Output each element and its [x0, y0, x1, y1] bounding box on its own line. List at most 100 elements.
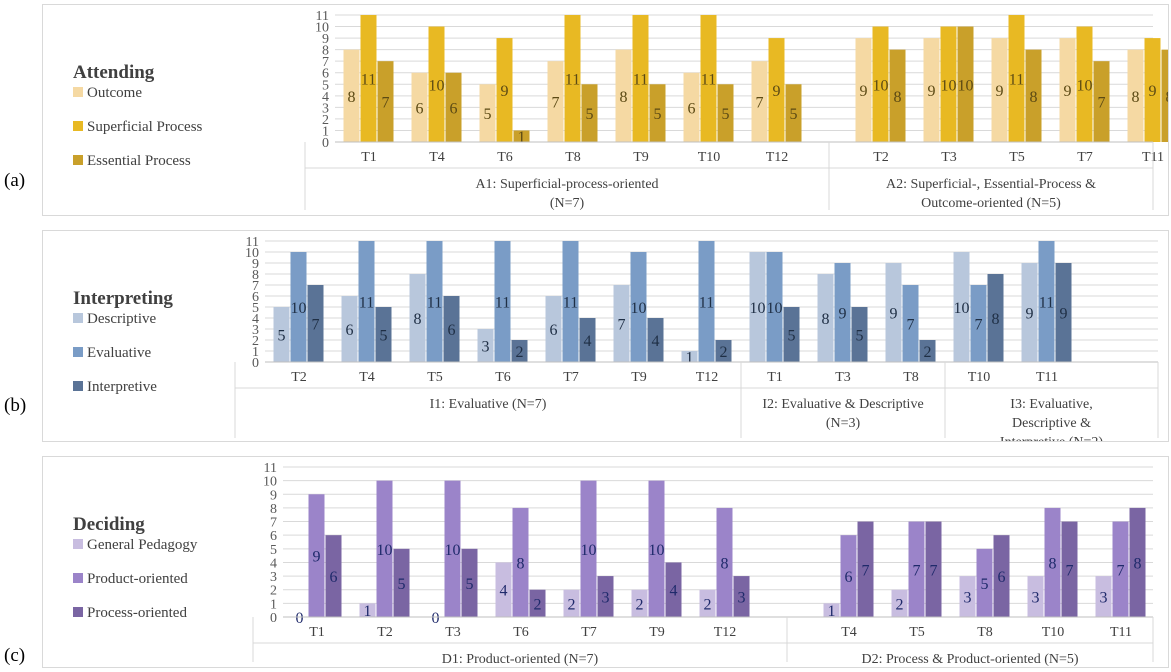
legend-swatch [73, 607, 83, 617]
y-tick-label: 4 [322, 90, 329, 105]
x-category-label: T4 [429, 150, 445, 165]
bar-value-label: 7 [913, 562, 921, 579]
group-sublabel: Interpretive (N=2) [1000, 435, 1103, 441]
bar [580, 480, 597, 617]
bar-value-label: 6 [550, 322, 558, 339]
bar-value-label: 8 [1132, 89, 1140, 106]
bar [597, 576, 614, 617]
chart-title: Deciding [73, 514, 145, 535]
y-tick-label: 8 [252, 268, 259, 283]
bar-value-label: 7 [312, 317, 320, 334]
bar-value-label: 1 [518, 129, 526, 146]
y-tick-label: 8 [270, 502, 277, 517]
panel-label-a: (a) [4, 170, 26, 191]
legend-entry: General Pedagogy [87, 537, 198, 553]
x-category-label: T2 [377, 625, 393, 640]
x-category-label: T6 [513, 625, 529, 640]
bar-value-label: 9 [839, 306, 847, 323]
x-category-label: T12 [714, 625, 737, 640]
bar-value-label: 5 [586, 106, 594, 123]
bar [1055, 263, 1072, 362]
legend-swatch [73, 121, 83, 131]
x-category-label: T12 [766, 150, 789, 165]
bar [1044, 507, 1061, 617]
bar [919, 340, 936, 362]
group-sublabel: Descriptive & [1012, 416, 1091, 431]
bar [733, 576, 750, 617]
interpreting-chart: 01234567891011InterpretingDescriptiveEva… [73, 235, 1159, 450]
x-category-label: T7 [1077, 150, 1093, 165]
bar-value-label: 6 [450, 100, 458, 117]
bar-value-label: 8 [517, 555, 525, 572]
bar-value-label: 3 [1032, 590, 1040, 607]
bar-value-label: 6 [346, 322, 354, 339]
bar-value-label: 9 [1149, 83, 1157, 100]
y-tick-label: 2 [270, 584, 277, 599]
bar [889, 49, 906, 142]
x-category-label: T2 [873, 150, 889, 165]
bar [925, 521, 942, 617]
x-category-label: T9 [649, 625, 665, 640]
y-tick-label: 4 [252, 312, 259, 327]
bar [579, 318, 596, 362]
bar-value-label: 7 [1098, 95, 1106, 112]
x-category-label: T7 [563, 370, 579, 385]
bar [409, 274, 426, 362]
chart-title: Attending [73, 62, 155, 83]
bar-value-label: 10 [958, 77, 974, 94]
x-category-label: T8 [903, 370, 919, 385]
bar [1161, 49, 1171, 142]
bar [851, 307, 868, 362]
bar-value-label: 2 [516, 344, 524, 361]
y-tick-label: 3 [252, 323, 259, 338]
bar-value-label: 11 [701, 72, 716, 89]
bar-value-label: 8 [1030, 89, 1038, 106]
y-tick-label: 7 [322, 55, 329, 70]
x-category-label: T10 [968, 370, 991, 385]
bar [563, 589, 580, 617]
bar-value-label: 9 [1026, 306, 1034, 323]
bar-value-label: 3 [738, 590, 746, 607]
bar [698, 241, 715, 362]
bar [358, 241, 375, 362]
bar-value-label: 6 [416, 100, 424, 117]
bar-value-label: 1 [364, 603, 372, 620]
bar [307, 285, 324, 362]
bar [647, 318, 664, 362]
bar [545, 296, 562, 362]
y-tick-label: 5 [270, 543, 277, 558]
group-label: I3: Evaluative, [1010, 397, 1092, 412]
bar-value-label: 8 [822, 311, 830, 328]
bar-value-label: 2 [534, 596, 542, 613]
bar [1127, 49, 1144, 142]
bar-value-label: 5 [278, 328, 286, 345]
bar-value-label: 8 [894, 89, 902, 106]
bar [683, 72, 700, 142]
bar-value-label: 6 [845, 569, 853, 586]
bar-value-label: 11 [699, 295, 714, 312]
y-tick-label: 2 [322, 113, 329, 128]
bar-value-label: 8 [992, 311, 1000, 328]
bar-value-label: 10 [873, 77, 889, 94]
bar [665, 562, 682, 617]
y-tick-label: 0 [270, 611, 277, 626]
bar-value-label: 11 [633, 72, 648, 89]
bar [562, 241, 579, 362]
bar-value-label: 9 [313, 549, 321, 566]
bar-value-label: 4 [652, 333, 660, 350]
bar-value-label: 7 [1066, 562, 1074, 579]
x-category-label: T7 [581, 625, 597, 640]
x-category-label: T4 [841, 625, 857, 640]
bar-value-label: 8 [348, 89, 356, 106]
bar [766, 252, 783, 362]
bar [564, 15, 581, 142]
x-category-label: T10 [698, 150, 721, 165]
y-tick-label: 8 [322, 44, 329, 59]
bar-value-label: 10 [649, 542, 665, 559]
bar-value-label: 0 [432, 610, 440, 627]
bar [749, 252, 766, 362]
bar-value-label: 10 [954, 300, 970, 317]
bar [1144, 38, 1161, 142]
legend-swatch [73, 155, 83, 165]
bar-value-label: 8 [721, 555, 729, 572]
